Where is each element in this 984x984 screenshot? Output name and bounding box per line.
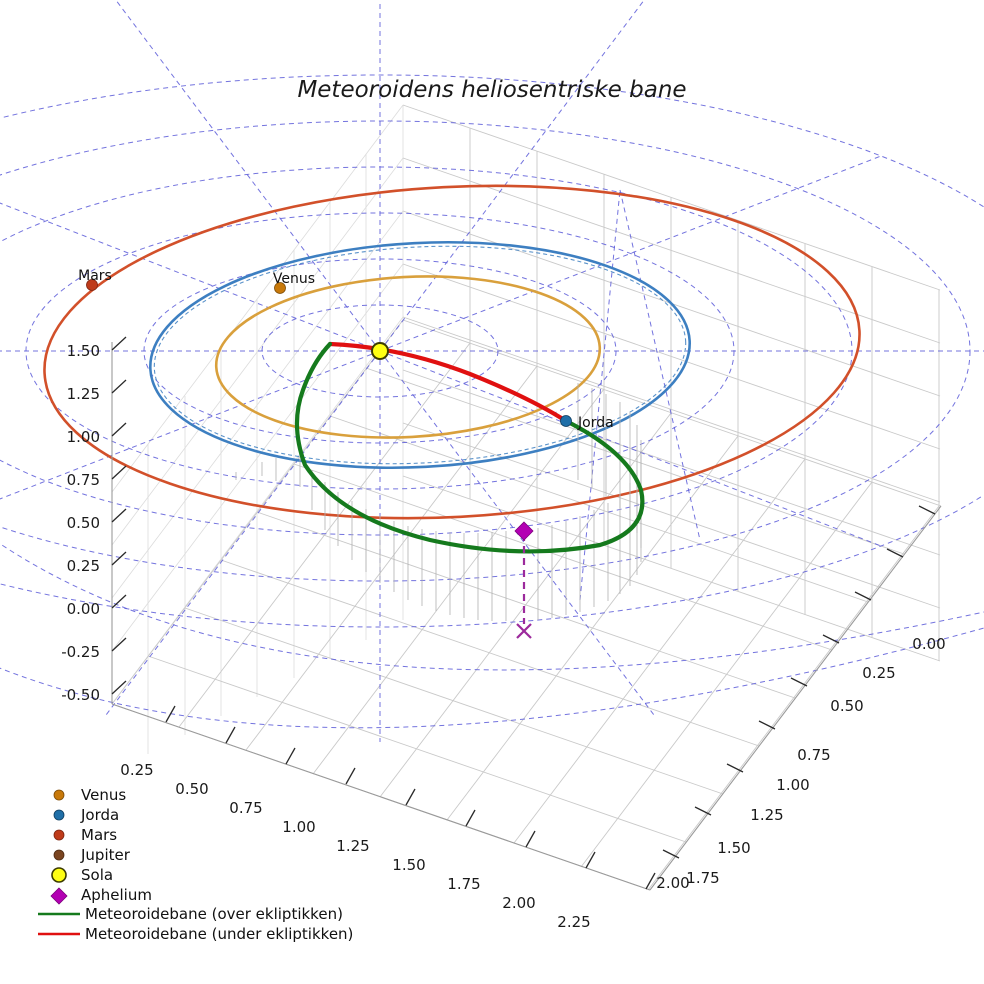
x-tick-label-0: 0.25 (120, 761, 153, 779)
legend-label-over-ecliptic: Meteoroidebane (over ekliptikken) (85, 905, 343, 923)
x-tick-label-1: 0.50 (175, 780, 208, 798)
page-title: Meteoroidens heliosentriske bane (297, 77, 686, 103)
y-axis-ticks (662, 505, 936, 859)
axis-spines (111, 342, 942, 891)
pane-grid-right (402, 104, 941, 662)
x-tick-label-8: 2.25 (557, 913, 590, 931)
orbit-curves (43, 184, 861, 520)
marker-venus-icon (274, 282, 286, 294)
z-tick-label-2: 1.00 (67, 428, 100, 446)
legend-label-aphelium: Aphelium (81, 886, 152, 904)
z-axis-ticks (111, 336, 127, 695)
orbit-mars (43, 184, 861, 520)
y-tick-label-0: 0.00 (912, 635, 945, 653)
orbit-jorda-dashed (153, 245, 687, 465)
y-tick-label-3: 0.75 (797, 746, 830, 764)
legend-marker-jupiter-icon (53, 849, 65, 861)
legend-marker-venus-icon (53, 789, 65, 801)
annotation-mars: Mars (78, 268, 112, 284)
x-tick-label-5: 1.50 (392, 856, 425, 874)
y-tick-label-5: 1.25 (750, 806, 783, 824)
y-tick-label-2: 0.50 (830, 697, 863, 715)
legend-marker-jorda-icon (53, 809, 65, 821)
legend-marker-aphelium-icon (50, 887, 68, 905)
x-tick-label-6: 1.75 (447, 875, 480, 893)
legend-label-venus: Venus (81, 786, 126, 804)
z-tick-label-6: 0.00 (67, 600, 100, 618)
y-tick-label-8: 2.00 (656, 874, 689, 892)
x-axis-ticks (165, 705, 656, 890)
z-tick-label-8: -0.50 (61, 686, 100, 704)
y-tick-label-1: 0.25 (862, 664, 895, 682)
y-tick-label-4: 1.00 (776, 776, 809, 794)
meteoroid-track-over-ecliptic (294, 341, 645, 554)
x-tick-label-2: 0.75 (229, 799, 262, 817)
legend-label-sola: Sola (81, 866, 113, 884)
x-tick-label-4: 1.25 (336, 837, 369, 855)
x-tick-label-3: 1.00 (282, 818, 315, 836)
pane-grid-back (111, 104, 404, 754)
marker-jorda-icon (560, 415, 572, 427)
z-tick-label-0: 1.50 (67, 342, 100, 360)
z-tick-label-3: 0.75 (67, 471, 100, 489)
meteoroid-track-under-ecliptic (327, 341, 569, 424)
legend-label-under-ecliptic: Meteoroidebane (under ekliptikken) (85, 925, 353, 943)
y-tick-label-6: 1.50 (717, 839, 750, 857)
legend-label-mars: Mars (81, 826, 117, 844)
x-tick-label-7: 2.00 (502, 894, 535, 912)
z-tick-label-1: 1.25 (67, 385, 100, 403)
z-tick-label-7: -0.25 (61, 643, 100, 661)
legend-marker-mars-icon (53, 829, 65, 841)
aphelium-projection-x-icon (516, 623, 532, 639)
marker-sola-icon (371, 342, 389, 360)
annotation-jorda: Jorda (577, 415, 614, 431)
marker-mars-icon (86, 279, 98, 291)
legend-label-jupiter: Jupiter (80, 846, 131, 864)
y-tick-label-7: 1.75 (686, 869, 719, 887)
legend-label-jorda: Jorda (80, 806, 119, 824)
legend-marker-sola-icon (51, 867, 67, 883)
aphelium-dropline-group (516, 534, 532, 639)
body-markers (86, 279, 572, 541)
annotation-venus: Venus (273, 271, 315, 287)
orbit-venus (214, 275, 602, 439)
z-tick-label-5: 0.25 (67, 557, 100, 575)
marker-aphelium-icon (514, 521, 534, 541)
legend: Venus Jorda Mars Jupiter Sola Aphelium M… (38, 786, 353, 943)
z-tick-label-4: 0.50 (67, 514, 100, 532)
orbit-jorda (149, 240, 691, 470)
